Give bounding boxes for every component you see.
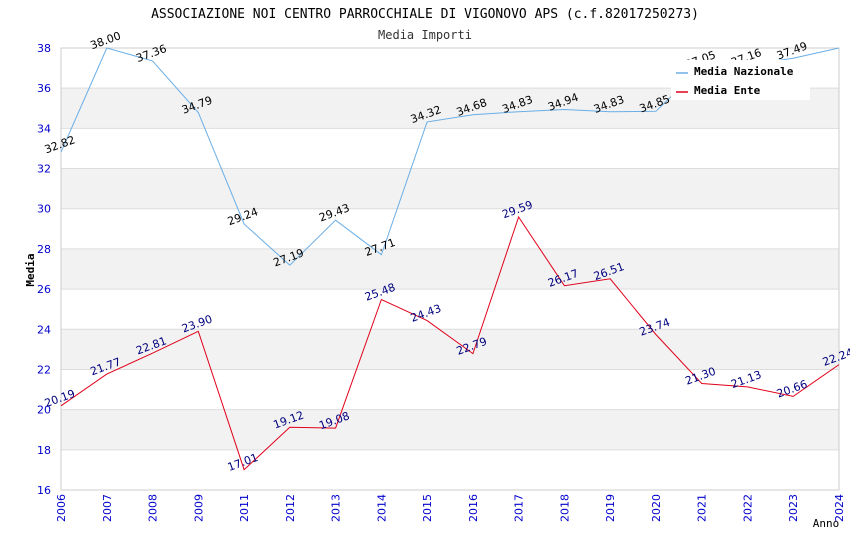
y-tick-label: 32 — [37, 163, 51, 176]
x-tick-label: 2006 — [55, 494, 68, 522]
data-label: 32.82 — [43, 133, 77, 156]
x-tick-label: 2012 — [284, 494, 297, 522]
chart-title: ASSOCIAZIONE NOI CENTRO PARROCCHIALE DI … — [151, 7, 699, 22]
plot-band — [61, 168, 839, 209]
plot-band — [61, 329, 839, 370]
x-axis-label: Anno — [813, 517, 840, 530]
x-tick-label: 2023 — [787, 494, 800, 522]
y-tick-label: 20 — [37, 404, 51, 417]
x-tick-label: 2016 — [467, 494, 480, 522]
chart-subtitle: Media Importi — [378, 28, 472, 42]
x-axis-ticks: 2006 2007 2008 2009 2011 2012 2013 2014 2015 2016… — [55, 494, 846, 522]
y-axis-label: Media — [24, 253, 37, 286]
legend-label-media-ente: Media Ente — [694, 84, 761, 97]
x-tick-label: 2009 — [192, 494, 205, 522]
plot-band — [61, 248, 839, 290]
legend: Media Nazionale Media Ente — [671, 60, 810, 100]
data-label: 20.66 — [775, 378, 809, 401]
y-tick-label: 38 — [37, 42, 51, 55]
data-label: 24.43 — [409, 302, 443, 325]
x-tick-label: 2008 — [147, 494, 160, 522]
y-axis-ticks: 16 18 20 22 24 26 28 30 32 34 36 38 — [37, 42, 51, 497]
data-label: 37.49 — [775, 39, 809, 62]
x-tick-label: 2024 — [833, 494, 846, 522]
y-tick-label: 30 — [37, 203, 51, 216]
data-label: 21.13 — [729, 368, 763, 391]
x-tick-label: 2014 — [375, 494, 388, 522]
plot-band — [61, 409, 839, 450]
x-tick-label: 2018 — [558, 494, 571, 522]
x-tick-label: 2011 — [238, 494, 251, 522]
legend-label-media-nazionale: Media Nazionale — [694, 65, 794, 78]
x-tick-label: 2021 — [696, 494, 709, 522]
x-tick-label: 2019 — [604, 494, 617, 522]
x-tick-label: 2007 — [101, 494, 114, 522]
y-tick-label: 34 — [37, 122, 51, 135]
y-tick-label: 16 — [37, 484, 51, 497]
legend-box — [671, 60, 810, 100]
data-label: 37.36 — [134, 42, 168, 65]
plot-frame — [60, 47, 840, 491]
y-tick-label: 24 — [37, 323, 51, 336]
x-tick-label: 2022 — [741, 494, 754, 522]
x-tick-label: 2017 — [513, 494, 526, 522]
y-tick-label: 18 — [37, 444, 51, 457]
x-tick-label: 2013 — [330, 494, 343, 522]
data-label: 17.01 — [226, 451, 260, 474]
x-tick-label: 2020 — [650, 494, 663, 522]
x-tick-label: 2015 — [421, 494, 434, 522]
y-tick-label: 28 — [37, 243, 51, 256]
y-tick-label: 36 — [37, 82, 51, 95]
data-label: 38.00 — [89, 29, 123, 52]
plot-background-bands — [61, 88, 839, 450]
series-line-media-ente — [60, 215, 840, 471]
y-tick-label: 22 — [37, 363, 51, 376]
y-tick-label: 26 — [37, 283, 51, 296]
